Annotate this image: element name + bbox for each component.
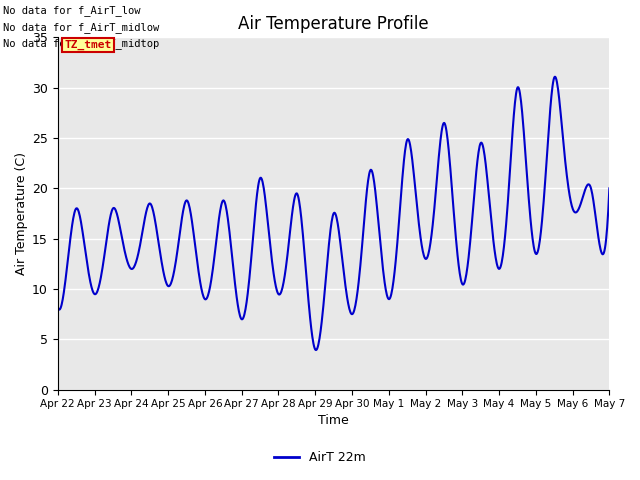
Y-axis label: Air Temperature (C): Air Temperature (C) — [15, 152, 28, 275]
Text: No data for f_AirT_low: No data for f_AirT_low — [3, 5, 141, 16]
Text: No data for f_AirT_midlow: No data for f_AirT_midlow — [3, 22, 159, 33]
Title: Air Temperature Profile: Air Temperature Profile — [238, 15, 429, 33]
X-axis label: Time: Time — [318, 414, 349, 427]
Text: No data for f_AirT_midtop: No data for f_AirT_midtop — [3, 38, 159, 49]
Legend: AirT 22m: AirT 22m — [269, 446, 371, 469]
Text: TZ_tmet: TZ_tmet — [64, 40, 111, 50]
